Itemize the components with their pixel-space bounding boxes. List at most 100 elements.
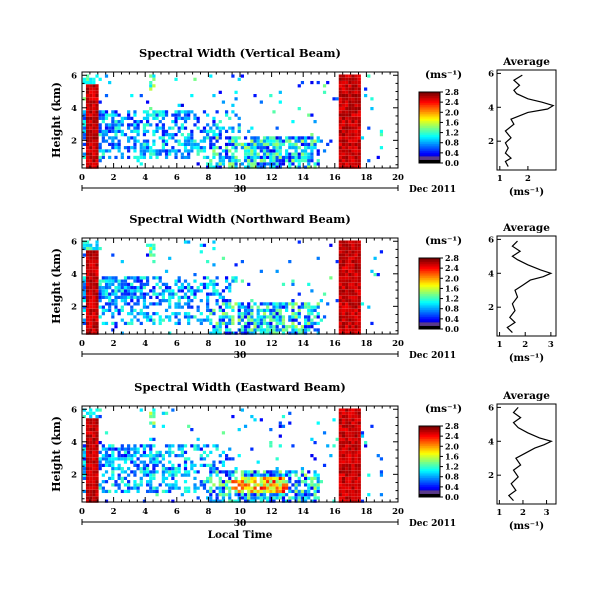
heatmap-cell xyxy=(95,116,99,120)
heatmap-cell xyxy=(82,463,86,467)
heatmap-cell xyxy=(237,499,241,503)
heatmap-cell xyxy=(357,499,361,503)
heatmap-cell xyxy=(243,142,248,147)
heatmap-cell xyxy=(89,408,93,412)
heatmap-cell xyxy=(338,431,342,435)
heatmap-cell xyxy=(85,152,90,156)
heatmap-cell xyxy=(379,457,384,461)
heatmap-cell xyxy=(247,159,251,163)
x-tick-label: 4 xyxy=(142,507,148,517)
heatmap-cell xyxy=(357,240,361,244)
colorbar-step xyxy=(419,261,440,264)
heatmap-cell xyxy=(136,450,140,454)
heatmap-cell xyxy=(275,139,279,143)
heatmap-cell xyxy=(338,441,342,445)
heatmap-cell xyxy=(127,447,131,451)
heatmap-cell xyxy=(136,286,140,290)
heatmap-cell xyxy=(240,259,244,264)
heatmap-cell xyxy=(177,299,181,303)
heatmap-cell xyxy=(354,113,358,117)
heatmap-cell xyxy=(351,146,355,150)
heatmap-cell xyxy=(215,299,219,303)
heatmap-cell xyxy=(145,129,150,133)
heatmap-cell xyxy=(168,467,172,471)
heatmap-cell xyxy=(98,299,102,303)
heatmap-cell xyxy=(174,467,178,471)
heatmap-cell xyxy=(345,321,349,326)
average-profile-line xyxy=(504,74,555,167)
heatmap-cell xyxy=(85,476,90,481)
heatmap-cell xyxy=(136,126,140,130)
heatmap-cell xyxy=(269,444,273,448)
heatmap-cell xyxy=(281,159,286,163)
heatmap-cell xyxy=(345,282,349,286)
heatmap-cell xyxy=(354,408,358,412)
heatmap-cell xyxy=(218,318,222,322)
colorbar-step xyxy=(419,266,440,270)
heatmap-cell xyxy=(357,454,361,458)
heatmap-cell xyxy=(278,136,282,140)
heatmap-cell xyxy=(158,321,162,326)
heatmap-cell xyxy=(322,84,327,88)
heatmap-cell xyxy=(250,146,254,150)
heatmap-cell xyxy=(351,149,355,153)
heatmap-cell xyxy=(341,259,346,264)
heatmap-cell xyxy=(196,470,200,474)
heatmap-cell xyxy=(345,424,349,428)
heatmap-cell xyxy=(221,460,226,464)
y-axis-label: Height (km) xyxy=(50,416,63,492)
heatmap-cell xyxy=(95,152,99,156)
heatmap-cell xyxy=(275,159,279,163)
heatmap-cell xyxy=(196,162,200,166)
heatmap-cell xyxy=(101,120,105,124)
heatmap-cell xyxy=(345,97,349,101)
x-tick-label: 18 xyxy=(360,507,372,517)
heatmap-cell xyxy=(111,483,115,487)
colorbar-step xyxy=(419,125,440,128)
heatmap-cell xyxy=(243,496,248,500)
heatmap-cell xyxy=(196,486,200,490)
heatmap-cell xyxy=(133,315,137,319)
heatmap-cell xyxy=(98,116,102,120)
heatmap-cell xyxy=(338,250,342,254)
heatmap-cell xyxy=(158,450,162,454)
colorbar-step xyxy=(419,159,440,162)
heatmap-cell xyxy=(142,473,147,477)
heatmap-cell xyxy=(354,411,358,415)
colorbar-step xyxy=(419,484,440,487)
panel-title: Spectral Width (Eastward Beam) xyxy=(134,380,346,394)
heatmap-cell xyxy=(275,480,279,484)
heatmap-cell xyxy=(82,299,86,303)
heatmap-cell xyxy=(127,139,131,143)
heatmap-cell xyxy=(228,142,232,147)
heatmap-cell xyxy=(142,315,147,319)
heatmap-cell xyxy=(152,259,156,264)
heatmap-cell xyxy=(111,302,115,306)
heatmap-cell xyxy=(231,155,235,160)
heatmap-cell xyxy=(269,427,273,432)
x-tick-label: 12 xyxy=(266,507,278,517)
heatmap-cell xyxy=(95,276,99,280)
heatmap-cell xyxy=(149,483,153,487)
heatmap-cell xyxy=(256,139,260,143)
heatmap-cell xyxy=(341,493,346,497)
heatmap-cell xyxy=(354,139,358,143)
colorbar-step xyxy=(419,463,440,466)
heatmap-cell xyxy=(338,282,342,286)
heatmap-cell xyxy=(262,480,267,484)
colorbar-tick-label: 0.8 xyxy=(445,472,459,482)
colorbar-tick-label: 0.4 xyxy=(445,482,459,492)
heatmap-cell xyxy=(300,331,305,335)
heatmap-cell xyxy=(111,129,115,133)
heatmap-cell xyxy=(357,74,361,78)
heatmap-cell xyxy=(379,129,384,133)
heatmap-cell xyxy=(215,493,219,497)
heatmap-cell xyxy=(199,318,203,322)
heatmap-cell xyxy=(338,289,342,293)
heatmap-cell xyxy=(294,328,298,332)
heatmap-cell xyxy=(272,328,276,332)
heatmap-cell xyxy=(281,476,286,481)
heatmap-cell xyxy=(297,292,301,296)
heatmap-cell xyxy=(193,77,197,81)
colorbar-step xyxy=(419,97,440,100)
